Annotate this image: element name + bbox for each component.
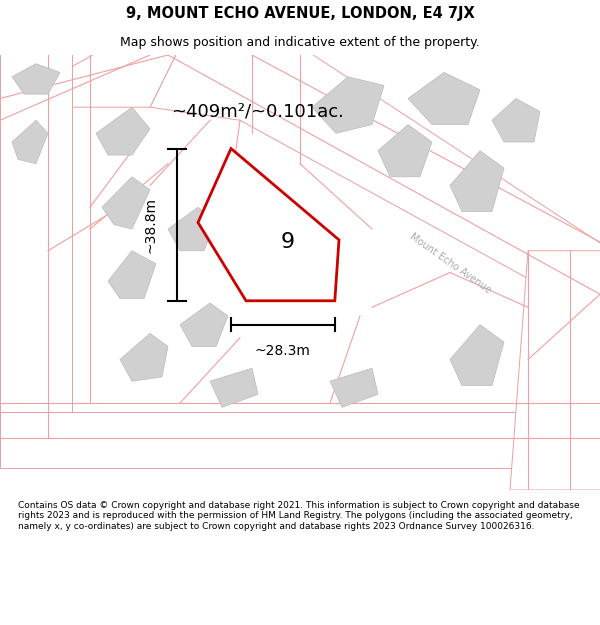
Polygon shape [210, 368, 258, 408]
Text: Map shows position and indicative extent of the property.: Map shows position and indicative extent… [120, 36, 480, 49]
Polygon shape [492, 99, 540, 142]
Text: ~409m²/~0.101ac.: ~409m²/~0.101ac. [172, 102, 344, 121]
Polygon shape [12, 120, 48, 164]
Polygon shape [378, 124, 432, 177]
Polygon shape [198, 149, 339, 301]
Polygon shape [150, 46, 600, 325]
Polygon shape [510, 46, 600, 490]
Polygon shape [0, 412, 600, 468]
Polygon shape [180, 303, 228, 346]
Polygon shape [0, 46, 72, 412]
Polygon shape [312, 77, 384, 133]
Polygon shape [12, 64, 60, 94]
Text: ~28.3m: ~28.3m [255, 344, 311, 357]
Polygon shape [108, 251, 156, 299]
Text: ~38.8m: ~38.8m [143, 197, 157, 252]
Polygon shape [408, 72, 480, 124]
Polygon shape [450, 151, 504, 212]
Text: Mount Echo Avenue: Mount Echo Avenue [407, 232, 493, 296]
Polygon shape [330, 368, 378, 408]
Text: Contains OS data © Crown copyright and database right 2021. This information is : Contains OS data © Crown copyright and d… [18, 501, 580, 531]
Text: 9: 9 [281, 232, 295, 252]
Polygon shape [120, 333, 168, 381]
Polygon shape [450, 325, 504, 386]
Polygon shape [102, 177, 150, 229]
Polygon shape [96, 107, 150, 155]
Text: 9, MOUNT ECHO AVENUE, LONDON, E4 7JX: 9, MOUNT ECHO AVENUE, LONDON, E4 7JX [125, 6, 475, 21]
Polygon shape [168, 208, 216, 251]
Polygon shape [0, 46, 180, 108]
